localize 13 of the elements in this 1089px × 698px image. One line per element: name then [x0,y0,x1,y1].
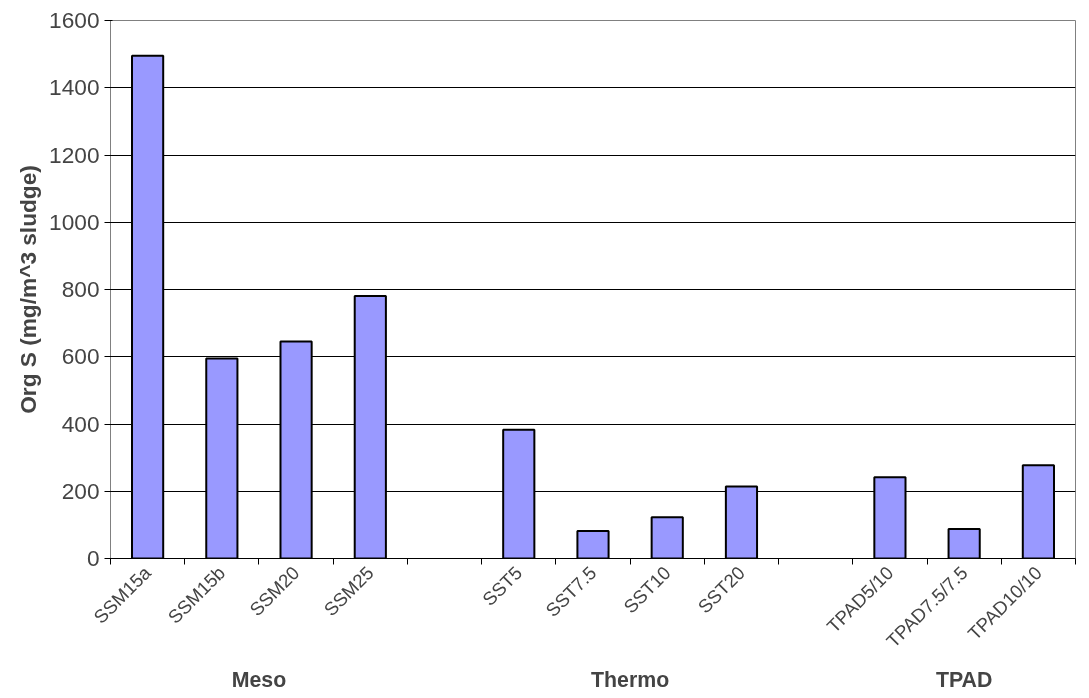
text: Meso [231,667,287,692]
text: Thermo [591,667,670,692]
y-tick-label: 200 [61,477,100,504]
y-tick-label: 800 [61,276,100,302]
y-tick-label: 1200 [49,141,100,168]
y-axis-title: Org S (mg/m^3 sludge) [15,165,42,414]
y-tick-label: 1400 [49,74,100,101]
text: TPAD [935,667,993,692]
y-tick-label: 1000 [49,208,100,235]
y-tick-label: 400 [61,410,100,437]
y-tick-label: 1600 [49,7,100,33]
y-tick-label: 0 [86,545,100,571]
y-tick-label: 600 [61,343,100,370]
